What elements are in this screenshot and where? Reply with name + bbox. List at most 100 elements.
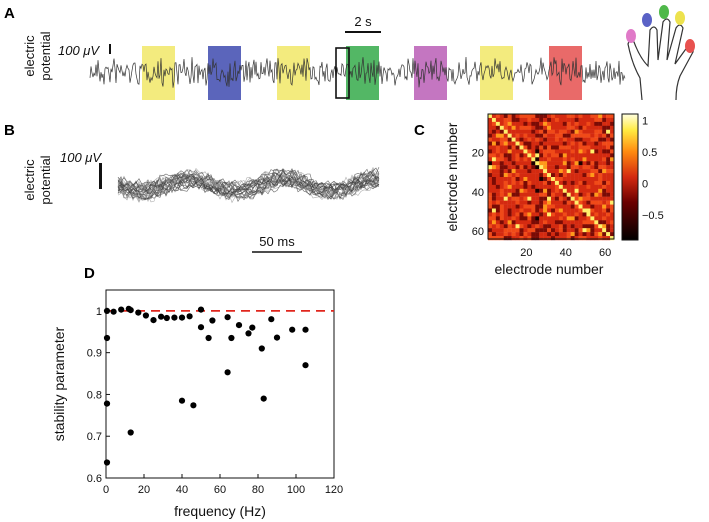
heatmap-cell: [523, 129, 528, 134]
heatmap-cell: [562, 180, 567, 186]
heatmap-cell: [535, 165, 540, 170]
heatmap-cell: [598, 200, 603, 205]
heatmap-cell: [531, 188, 536, 193]
heatmap-cell: [586, 216, 591, 221]
heatmap-cell: [586, 192, 591, 197]
scatter-point: [268, 316, 275, 323]
heatmap-cell: [578, 204, 583, 209]
heatmap-cell: [527, 114, 532, 119]
heatmap-cell: [598, 224, 603, 229]
heatmap-cell: [610, 224, 615, 229]
heatmap-cell: [523, 196, 528, 201]
highlight-block: [480, 46, 513, 100]
heatmap-cell: [610, 121, 615, 127]
heatmap-cell: [507, 200, 512, 205]
heatmap-cell: [578, 224, 583, 229]
heatmap-cell: [543, 224, 548, 229]
scatter-point: [158, 313, 165, 320]
heatmap-cell: [551, 165, 556, 170]
heatmap-cell: [507, 224, 512, 229]
heatmap-cell: [547, 114, 552, 119]
heatmap-cell: [590, 177, 595, 182]
scatter-x-tick-label: 100: [287, 484, 305, 496]
heatmap-cell: [562, 177, 567, 182]
highlight-block: [277, 46, 310, 100]
heatmap-cell: [551, 137, 556, 142]
heatmap-cell: [594, 133, 599, 138]
heatmap-cell: [523, 216, 528, 221]
heatmap-cell: [566, 173, 571, 178]
heatmap-cell: [590, 180, 595, 186]
heatmap-cell: [551, 228, 556, 233]
heatmap-cell: [578, 216, 583, 221]
heatmap-cell: [531, 200, 536, 205]
heatmap-cell: [519, 133, 524, 138]
heatmap-cell: [558, 177, 564, 182]
heatmap-cell: [551, 153, 556, 158]
heatmap-cell: [574, 161, 579, 166]
heatmap-cell: [566, 188, 571, 193]
heatmap-cell: [566, 224, 571, 229]
heatmap-cell: [610, 141, 615, 146]
heatmap-cell: [606, 216, 611, 221]
heatmap-cell: [562, 157, 567, 162]
heatmap-cell: [539, 141, 544, 146]
heatmap-cell: [488, 177, 493, 182]
scatter-point: [150, 317, 157, 324]
heatmap-cell: [515, 114, 520, 119]
overlaid-trace: [117, 171, 380, 203]
heatmap-cell: [594, 212, 599, 217]
heatmap-cell: [574, 129, 579, 134]
heatmap-cell: [543, 200, 548, 205]
heatmap-cell: [527, 228, 532, 233]
heatmap-cell: [507, 141, 512, 146]
heatmap-cell: [543, 141, 548, 146]
heatmap-cell: [519, 228, 524, 233]
heatmap-cell: [491, 200, 497, 205]
heatmap-cell: [566, 220, 571, 225]
heatmap-cell: [527, 236, 532, 241]
heatmap-cell: [590, 220, 595, 225]
heatmap-cell: [610, 125, 615, 130]
heatmap-cell: [495, 161, 501, 166]
heatmap-cell: [543, 161, 548, 166]
heatmap-cell: [519, 129, 524, 134]
heatmap-cell: [523, 212, 528, 217]
heatmap-cell: [547, 177, 552, 182]
scatter-point: [258, 345, 265, 352]
heatmap-cell: [562, 196, 567, 201]
heatmap-cell: [606, 145, 611, 150]
heatmap-cell: [543, 117, 548, 123]
heatmap-cell: [495, 232, 501, 237]
heatmap-cell: [547, 216, 552, 221]
heatmap-cell: [503, 165, 508, 170]
heatmap-cell: [582, 232, 587, 237]
scatter-point: [110, 308, 117, 315]
heatmap-cell: [602, 153, 607, 158]
heatmap-cell: [590, 200, 595, 205]
heatmap-cell: [602, 157, 607, 162]
heatmap-cell: [562, 161, 567, 166]
heatmap-cell: [495, 208, 501, 213]
heatmap-cell: [606, 161, 611, 166]
panel-b-scale-label: 100 μV: [60, 150, 102, 165]
heatmap-cell: [551, 121, 556, 127]
heatmap-cell: [491, 204, 497, 209]
heatmap-cell: [590, 125, 595, 130]
heatmap-cell: [578, 184, 583, 190]
heatmap-cell: [547, 157, 552, 162]
heatmap-cell: [531, 117, 536, 123]
heatmap-cell: [610, 196, 615, 201]
heatmap-cell: [578, 133, 583, 138]
heatmap-cell: [582, 161, 587, 166]
heatmap-cell: [547, 228, 552, 233]
heatmap-cell: [495, 117, 501, 123]
heatmap-cell: [586, 161, 591, 166]
heatmap-cell: [551, 161, 556, 166]
heatmap-cell: [574, 149, 579, 154]
heatmap-cell: [547, 200, 552, 205]
heatmap-cell: [594, 153, 599, 158]
heatmap-cell: [598, 228, 603, 233]
heatmap-cell: [535, 161, 540, 166]
heatmap-cell: [523, 188, 528, 193]
